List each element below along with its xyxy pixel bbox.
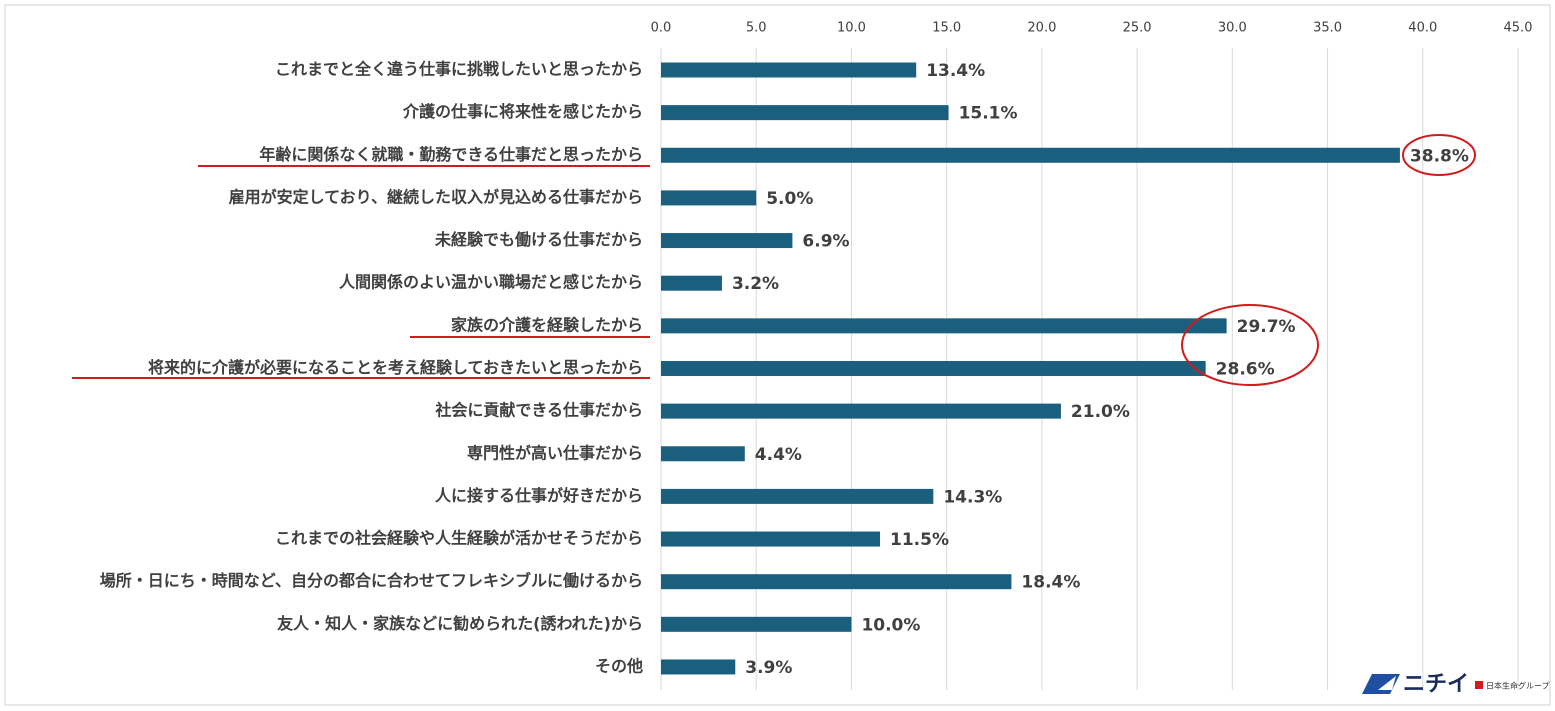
bar <box>661 403 1061 419</box>
bar <box>661 616 852 632</box>
category-label: 人に接する仕事が好きだから <box>435 486 643 505</box>
x-tick-label: 35.0 <box>1313 21 1342 36</box>
data-label: 6.9% <box>802 232 849 252</box>
category-label: これまでの社会経験や人生経験が活かせそうだから <box>275 529 643 548</box>
plot: 0.0 5.0 10.0 15.0 20.0 25.0 30.0 35.0 40.0 45.0 これ… <box>100 21 1533 690</box>
logo-icon <box>1378 676 1396 690</box>
data-label: 3.2% <box>732 274 779 294</box>
logo-subtext: 日本生命グループ <box>1486 681 1550 691</box>
x-tick-label: 40.0 <box>1408 21 1437 36</box>
data-label: 18.4% <box>1021 573 1080 593</box>
category-label: 人間関係のよい温かい職場だと感じたから <box>339 273 643 292</box>
data-label: 15.1% <box>959 104 1018 124</box>
category-label: その他 <box>595 656 643 675</box>
bar <box>661 62 917 78</box>
category-label: 社会に貢献できる仕事だから <box>434 401 643 420</box>
logo-mark <box>1475 681 1483 689</box>
category-label: 家族の介護を経験したから <box>451 315 643 334</box>
data-label: 29.7% <box>1237 317 1296 337</box>
category-label: 友人・知人・家族などに勧められた(誘われた)から <box>277 614 643 633</box>
x-tick-label: 25.0 <box>1123 21 1152 36</box>
bar <box>661 233 793 249</box>
category-label: 場所・日にち・時間など、自分の都合に合わせてフレキシブルに働けるから <box>100 571 643 590</box>
category-label: 将来的に介護が必要になることを考え経験しておきたいと思ったから <box>148 358 643 377</box>
category-label: 年齢に関係なく就職・勤務できる仕事だと思ったから <box>259 145 643 164</box>
bar <box>661 360 1206 376</box>
data-label: 13.4% <box>926 61 985 81</box>
highlights <box>72 134 1476 386</box>
bar <box>661 275 722 291</box>
data-label: 28.6% <box>1216 359 1275 379</box>
x-tick-label: 30.0 <box>1218 21 1247 36</box>
bar <box>661 659 736 675</box>
category-label: 未経験でも働ける仕事だから <box>434 230 643 249</box>
data-label: 3.9% <box>745 658 792 678</box>
data-label: 4.4% <box>755 445 802 465</box>
bar <box>661 446 745 462</box>
category-label: 介護の仕事に将来性を感じたから <box>402 102 643 121</box>
highlight-circle <box>1402 134 1476 176</box>
bar <box>661 190 757 206</box>
x-tick-label: 20.0 <box>1027 21 1056 36</box>
data-label: 21.0% <box>1071 402 1130 422</box>
x-tick-label: 0.0 <box>651 21 672 36</box>
category-label: 雇用が安定しており、継続した収入が見込める仕事だから <box>229 187 643 206</box>
bar <box>661 105 949 121</box>
logo: ニチイ 日本生命グループ <box>1362 672 1550 697</box>
x-tick-label: 45.0 <box>1504 21 1533 36</box>
data-label: 38.8% <box>1410 146 1469 166</box>
highlight-circle <box>1181 304 1319 386</box>
data-label: 11.5% <box>890 530 949 550</box>
data-label: 5.0% <box>766 189 813 209</box>
category-label: これまでと全く違う仕事に挑戦したいと思ったから <box>275 60 643 79</box>
bar <box>661 318 1227 334</box>
bar <box>661 531 881 547</box>
x-tick-label: 10.0 <box>837 21 866 36</box>
category-label: 専門性が高い仕事だから <box>467 443 643 462</box>
x-tick-label: 5.0 <box>746 21 767 36</box>
data-label: 10.0% <box>861 615 920 635</box>
logo-text: ニチイ <box>1403 672 1469 697</box>
bar <box>661 574 1012 590</box>
bar <box>661 147 1400 163</box>
bar <box>661 488 934 504</box>
data-label: 14.3% <box>943 487 1002 507</box>
x-tick-label: 15.0 <box>932 21 961 36</box>
